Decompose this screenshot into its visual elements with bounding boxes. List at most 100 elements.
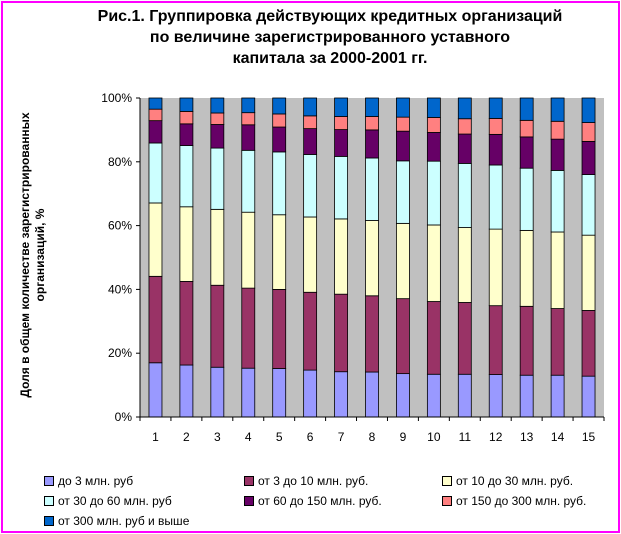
legend-swatch <box>44 476 54 486</box>
bar-segment-5-series-2 <box>272 288 287 369</box>
bar-segment-3-series-1 <box>210 366 225 418</box>
bar-segment-11-series-1 <box>457 373 472 418</box>
bar-segment-3-series-6 <box>210 112 225 125</box>
chart-title-line-3: капитала за 2000-2001 гг. <box>232 50 428 67</box>
bar-segment-9-series-7 <box>396 97 410 118</box>
bar-segment-9-series-1 <box>396 373 410 418</box>
y-tick-label: 100% <box>101 91 132 105</box>
bar-segment-12-series-7 <box>488 97 503 119</box>
legend-label: от 3 до 10 млн. руб. <box>258 474 369 488</box>
legend-label: от 60 до 150 млн. руб. <box>258 494 382 508</box>
bar-segment-13-series-2 <box>519 305 534 376</box>
x-tick-label: 1 <box>152 430 159 444</box>
bar-segment-2-series-4 <box>179 145 194 208</box>
bar-segment-6-series-1 <box>303 369 318 418</box>
bar-segment-6-series-7 <box>303 97 318 117</box>
legend-label: до 3 млн. руб <box>58 474 134 488</box>
bar-segment-11-series-4 <box>457 162 472 228</box>
legend-label: от 150 до 300 млн. руб. <box>456 494 587 508</box>
legend-swatch <box>442 476 452 486</box>
bar-segment-1-series-5 <box>148 120 163 144</box>
bar-segment-5-series-5 <box>272 126 287 153</box>
bar-segment-7-series-1 <box>334 371 348 418</box>
x-tick-label: 4 <box>245 430 252 444</box>
legend-swatch <box>442 496 452 506</box>
bar-segment-8-series-2 <box>365 295 379 373</box>
legend-label: от 300 млн. руб и выше <box>58 514 190 528</box>
x-tick-label: 12 <box>489 430 503 444</box>
bar-segment-13-series-7 <box>519 97 534 121</box>
bar-segment-6-series-2 <box>303 291 318 371</box>
legend-label: от 30 до 60 млн. руб <box>58 494 172 508</box>
bar-segment-3-series-3 <box>210 208 225 286</box>
bar-segment-15-series-2 <box>581 310 596 377</box>
bar-segment-5-series-4 <box>272 151 287 216</box>
chart-title-line-1: Рис.1. Группировка действующих кредитных… <box>97 8 563 25</box>
bar-segment-15-series-6 <box>581 122 596 142</box>
bar-segment-1-series-6 <box>148 108 163 122</box>
bar-segment-10-series-5 <box>426 132 441 162</box>
bar-segment-12-series-6 <box>488 118 503 135</box>
bar-segment-9-series-4 <box>396 160 410 224</box>
bar-segment-10-series-6 <box>426 117 441 133</box>
bar-segment-6-series-4 <box>303 154 318 218</box>
chart-title-line-2: по величине зарегистрированного уставног… <box>149 29 511 46</box>
bar-segment-12-series-5 <box>488 133 503 166</box>
bar-segment-1-series-4 <box>148 142 163 204</box>
y-tick-label: 0% <box>115 410 133 424</box>
bar-segment-15-series-1 <box>581 375 596 418</box>
bar-segment-5-series-7 <box>272 97 287 115</box>
bar-segment-11-series-5 <box>457 133 472 164</box>
bar-segment-8-series-1 <box>365 371 379 418</box>
bar-segment-11-series-7 <box>457 97 472 120</box>
bar-segment-10-series-1 <box>426 373 441 418</box>
bar-segment-7-series-2 <box>334 293 348 373</box>
bar-segment-9-series-3 <box>396 222 410 300</box>
bar-segment-11-series-2 <box>457 302 472 375</box>
bar-segment-2-series-1 <box>179 364 194 418</box>
bar-segment-13-series-3 <box>519 229 534 307</box>
legend-item: от 30 до 60 млн. руб <box>44 494 172 508</box>
legend-item: от 60 до 150 млн. руб. <box>244 494 382 508</box>
x-tick-label: 8 <box>369 430 376 444</box>
y-tick-label: 40% <box>108 282 132 296</box>
bar-segment-7-series-3 <box>334 218 348 295</box>
bar-segment-7-series-6 <box>334 116 348 130</box>
bar-segment-4-series-3 <box>241 211 256 289</box>
bar-segment-12-series-3 <box>488 228 503 307</box>
bar-segment-2-series-2 <box>179 281 194 366</box>
legend-item: от 3 до 10 млн. руб. <box>244 474 368 488</box>
bar-segment-7-series-4 <box>334 155 348 220</box>
bar-segment-14-series-6 <box>550 120 565 140</box>
bar-segment-1-series-1 <box>148 362 163 418</box>
bar-segment-4-series-2 <box>241 287 256 369</box>
legend-swatch <box>44 516 54 526</box>
bar-segment-8-series-4 <box>365 157 379 221</box>
bar-segment-2-series-6 <box>179 111 194 125</box>
bar-segment-8-series-5 <box>365 129 379 159</box>
y-tick-label: 20% <box>108 346 132 360</box>
bar-segment-10-series-3 <box>426 224 441 302</box>
bar-segment-13-series-4 <box>519 167 534 231</box>
bar-segment-11-series-6 <box>457 118 472 135</box>
bar-segment-4-series-5 <box>241 124 256 151</box>
bar-segment-14-series-2 <box>550 308 565 376</box>
x-tick-label: 7 <box>338 430 345 444</box>
bar-segment-10-series-7 <box>426 97 441 118</box>
bar-segment-10-series-4 <box>426 160 441 226</box>
bar-segment-14-series-3 <box>550 231 565 309</box>
x-tick-label: 15 <box>582 430 596 444</box>
y-tick-label: 80% <box>108 155 132 169</box>
bar-segment-13-series-5 <box>519 136 534 169</box>
bar-segment-12-series-1 <box>488 374 503 418</box>
bar-segment-1-series-7 <box>148 97 163 110</box>
chart-title: Рис.1. Группировка действующих кредитных… <box>60 6 600 69</box>
bar-segment-15-series-5 <box>581 140 596 175</box>
bar-segment-9-series-5 <box>396 130 410 162</box>
bar-segment-3-series-4 <box>210 147 225 210</box>
x-tick-label: 14 <box>551 430 565 444</box>
x-tick-label: 10 <box>427 430 441 444</box>
bar-segment-3-series-7 <box>210 97 225 114</box>
bar-segment-14-series-7 <box>550 97 565 122</box>
bar-segment-8-series-7 <box>365 97 379 117</box>
